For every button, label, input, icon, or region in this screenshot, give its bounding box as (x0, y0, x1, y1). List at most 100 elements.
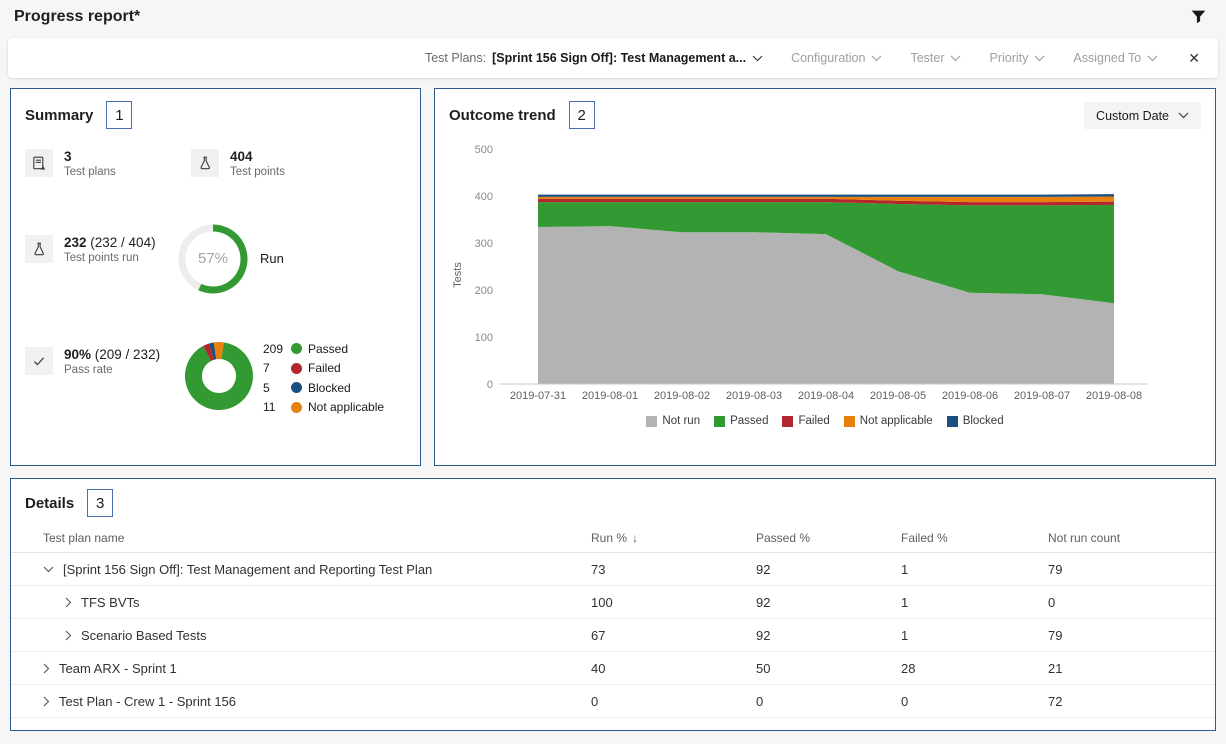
svg-text:2019-08-04: 2019-08-04 (798, 390, 854, 402)
chevron-down-icon (752, 55, 763, 62)
legend-dot-icon (291, 382, 302, 394)
chevron-down-icon (1034, 55, 1045, 62)
summary-card: Summary 1 3 Test plans 404 Test points (10, 88, 421, 466)
filter-dropdown-configuration[interactable]: Configuration (791, 51, 882, 65)
stat-pass-rate: 90% (209 / 232) Pass rate (25, 347, 160, 376)
not-run-count-cell: 21 (1048, 660, 1063, 676)
test-plan-name: TFS BVTs (81, 594, 140, 610)
table-header-row: Test plan name Run % ↓ Passed % Failed % … (11, 523, 1215, 553)
chevron-down-icon (871, 55, 882, 62)
table-row[interactable]: Scenario Based Tests 67 92 1 79 (11, 619, 1215, 652)
callout-2: 2 (568, 101, 595, 129)
details-table: Test plan name Run % ↓ Passed % Failed % … (11, 523, 1215, 718)
svg-text:2019-08-05: 2019-08-05 (870, 390, 926, 402)
svg-text:2019-08-06: 2019-08-06 (942, 390, 998, 402)
outcome-trend-legend: Not run Passed Failed Not applicable Blocked (435, 415, 1215, 427)
not-run-count-cell: 0 (1048, 594, 1056, 610)
not-run-count-cell: 72 (1048, 693, 1063, 709)
filter-test-plans-value: [Sprint 156 Sign Off]: Test Management a… (492, 51, 747, 65)
outcome-trend-card: Outcome trend 2 Custom Date 0 100 200 300 40… (434, 88, 1216, 466)
chevron-right-icon[interactable] (65, 597, 72, 608)
svg-text:2019-08-02: 2019-08-02 (654, 390, 710, 402)
legend-dot-icon (291, 401, 302, 413)
run-percent-cell: 73 (591, 561, 606, 577)
pass-rate-donut (184, 341, 254, 411)
run-ring-percent: 57% (197, 250, 229, 267)
run-percent-cell: 100 (591, 594, 613, 610)
test-plan-name-cell: Team ARX - Sprint 1 (43, 661, 591, 676)
test-plan-name-cell: [Sprint 156 Sign Off]: Test Management a… (43, 562, 591, 577)
close-filter-button[interactable]: ✕ (1188, 49, 1200, 66)
stat-test-points: 404 Test points (191, 149, 285, 178)
table-row[interactable]: Team ARX - Sprint 1 40 50 28 21 (11, 652, 1215, 685)
run-progress-ring: 57% (174, 220, 252, 298)
trend-legend-item: Blocked (946, 415, 1004, 427)
filter-test-plans-label: Test Plans: (424, 51, 487, 65)
svg-text:300: 300 (475, 238, 493, 250)
chevron-down-icon[interactable] (43, 566, 54, 573)
chevron-right-icon[interactable] (43, 696, 50, 707)
stat-test-plans: 3 Test plans (25, 149, 116, 178)
stat-value: 3 (64, 149, 72, 164)
filter-dropdown-tester[interactable]: Tester (910, 51, 961, 65)
filter-dropdown-assigned-to[interactable]: Assigned To (1073, 51, 1158, 65)
donut-legend-item: 11 Not applicable (263, 400, 385, 415)
table-row[interactable]: TFS BVTs 100 92 1 0 (11, 586, 1215, 619)
legend-square-icon (782, 415, 794, 427)
stat-test-points-run: 232 (232 / 404) Test points run (25, 235, 156, 264)
run-percent-cell: 0 (591, 693, 599, 709)
column-header-passed-percent[interactable]: Passed % (756, 530, 811, 545)
svg-text:Tests: Tests (452, 262, 464, 288)
failed-percent-cell: 0 (901, 693, 909, 709)
column-header-run-percent[interactable]: Run % ↓ (591, 530, 639, 545)
table-row[interactable]: [Sprint 156 Sign Off]: Test Management a… (11, 553, 1215, 586)
legend-square-icon (946, 415, 958, 427)
failed-percent-cell: 28 (901, 660, 916, 676)
test-plan-name: Scenario Based Tests (81, 627, 207, 643)
passed-percent-cell: 92 (756, 594, 771, 610)
custom-date-button[interactable]: Custom Date (1084, 102, 1201, 129)
legend-dot-icon (291, 343, 302, 355)
column-header-test-plan-name[interactable]: Test plan name (43, 530, 125, 545)
test-beaker-icon (25, 235, 53, 263)
filter-dropdown-label: Assigned To (1073, 51, 1142, 65)
svg-text:2019-08-08: 2019-08-08 (1086, 390, 1142, 402)
filter-dropdown-label: Priority (989, 51, 1029, 65)
not-run-count-cell: 79 (1048, 627, 1063, 643)
sort-descending-icon: ↓ (632, 530, 639, 545)
svg-text:100: 100 (475, 332, 493, 344)
donut-legend-item: 209 Passed (263, 341, 349, 356)
donut-legend: 209 Passed 7 Failed 5 Blocked 11 Not applicable (263, 339, 384, 417)
table-row[interactable]: Test Plan - Crew 1 - Sprint 156 0 0 0 72 (11, 685, 1215, 718)
legend-square-icon (646, 415, 658, 427)
stat-label: Test points (230, 166, 285, 178)
callout-1: 1 (106, 101, 133, 129)
trend-legend-item: Failed (782, 415, 830, 427)
legend-square-icon (714, 415, 726, 427)
stat-value: 404 (230, 149, 253, 164)
svg-text:500: 500 (475, 144, 493, 156)
stat-value: 232 (232 / 404) (64, 235, 156, 250)
details-title: Details (25, 494, 75, 512)
custom-date-label: Custom Date (1096, 108, 1169, 123)
legend-square-icon (843, 415, 855, 427)
donut-legend-item: 7 Failed (263, 361, 341, 376)
stat-value: 90% (209 / 232) (64, 347, 161, 362)
chevron-right-icon[interactable] (43, 663, 50, 674)
svg-text:2019-07-31: 2019-07-31 (510, 390, 566, 402)
filter-test-plans[interactable]: Test Plans: [Sprint 156 Sign Off]: Test … (425, 51, 763, 65)
column-header-not-run-count[interactable]: Not run count (1048, 530, 1121, 545)
check-icon (25, 347, 53, 375)
svg-text:2019-08-07: 2019-08-07 (1014, 390, 1070, 402)
chevron-right-icon[interactable] (65, 630, 72, 641)
passed-percent-cell: 0 (756, 693, 764, 709)
passed-percent-cell: 50 (756, 660, 771, 676)
svg-text:2019-08-01: 2019-08-01 (582, 390, 638, 402)
svg-text:200: 200 (475, 285, 493, 297)
summary-title: Summary (25, 106, 94, 124)
filter-dropdown-priority[interactable]: Priority (989, 51, 1045, 65)
filter-funnel-icon[interactable] (1189, 8, 1208, 26)
failed-percent-cell: 1 (901, 594, 909, 610)
test-beaker-icon (191, 149, 219, 177)
column-header-failed-percent[interactable]: Failed % (901, 530, 948, 545)
